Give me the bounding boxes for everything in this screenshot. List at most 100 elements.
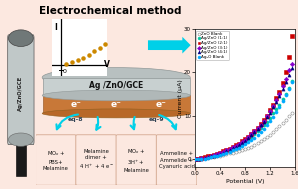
Ag/ZnO (1:1) (258, 127, 263, 130)
Ag/ZnO (1:1) (290, 80, 294, 83)
ZnO Blank (208, 156, 213, 159)
Ag/ZnO (3:1) (243, 138, 247, 141)
Ag/ZnO (1:1) (215, 153, 219, 156)
Ag₂O Blank (268, 120, 272, 123)
FancyBboxPatch shape (35, 135, 76, 185)
Ag/ZnO (3:1) (227, 148, 232, 151)
Ag/ZnO (3:1) (283, 77, 288, 80)
Ag₂O Blank (218, 153, 223, 156)
Text: e⁻: e⁻ (156, 100, 167, 109)
Ag/ZnO (1:1) (208, 155, 213, 158)
Ag/ZnO (4:1) (280, 87, 285, 90)
Ag/ZnO (1:1) (237, 144, 241, 147)
Ag₂O Blank (286, 87, 291, 90)
Ag/ZnO (1:1) (233, 146, 238, 149)
Ag/ZnO (4:1) (274, 100, 279, 103)
Ag₂O Blank (199, 158, 204, 161)
Text: MO$_x$ +
3H$^+$+
Melamine: MO$_x$ + 3H$^+$+ Melamine (123, 147, 149, 173)
Text: e⁻: e⁻ (71, 100, 81, 109)
Ag/ZnO (1:1) (261, 123, 266, 126)
Ag₂O Blank (274, 111, 279, 114)
Ag/ZnO (1:1) (283, 92, 288, 95)
Ag/ZnO (1:1) (196, 157, 201, 160)
Ellipse shape (42, 68, 190, 87)
Ag/ZnO (3:1) (290, 62, 294, 65)
ZnO Blank (246, 146, 251, 149)
Ag/ZnO (3:1) (221, 150, 226, 153)
Ag/ZnO (4:1) (199, 157, 204, 160)
Ag/ZnO (2:1) (196, 157, 201, 160)
Ellipse shape (8, 133, 33, 146)
Ag/ZnO (1:1) (280, 98, 285, 101)
Ag/ZnO (3:1) (249, 133, 254, 136)
Ag₂O Blank (277, 105, 282, 108)
Text: Ag /ZnO/GCE: Ag /ZnO/GCE (89, 81, 143, 90)
ZnO Blank (237, 149, 241, 152)
Ag₂O Blank (205, 156, 210, 159)
Text: eq-8: eq-8 (68, 118, 84, 122)
Ag₂O Blank (237, 146, 241, 149)
Ag/ZnO (2:1) (283, 71, 288, 74)
Ag/ZnO (4:1) (196, 157, 201, 160)
Ag₂O Blank (261, 127, 266, 130)
Ag/ZnO (2:1) (265, 114, 269, 117)
ZnO Blank (268, 133, 272, 136)
ZnO Blank (215, 155, 219, 158)
Ag₂O Blank (196, 157, 201, 160)
Text: Ammeline +
Ammelide +
Cyanuric acid: Ammeline + Ammelide + Cyanuric acid (159, 151, 195, 169)
Ag/ZnO (3:1) (268, 110, 272, 113)
Ag/ZnO (4:1) (212, 154, 216, 157)
Text: e⁻: e⁻ (111, 100, 122, 109)
Ag₂O Blank (290, 80, 294, 83)
Legend: ZnO Blank, Ag/ZnO (1:1), Ag/ZnO (2:1), Ag/ZnO (3:1), Ag/ZnO (4:1), Ag₂O Blank: ZnO Blank, Ag/ZnO (1:1), Ag/ZnO (2:1), A… (196, 31, 229, 60)
Ag/ZnO (1:1) (221, 151, 226, 154)
Ag/ZnO (3:1) (212, 154, 216, 157)
Ag₂O Blank (271, 115, 276, 118)
ZnO Blank (202, 157, 207, 160)
Ag/ZnO (2:1) (243, 138, 247, 141)
Ag/ZnO (4:1) (202, 157, 207, 160)
Ag₂O Blank (208, 156, 213, 159)
Ag/ZnO (3:1) (215, 153, 219, 156)
Ag/ZnO (1:1) (252, 133, 257, 136)
Ag/ZnO (4:1) (230, 147, 235, 150)
Text: MO$_x$ +
PBS+
Melamine: MO$_x$ + PBS+ Melamine (43, 149, 69, 171)
Ag₂O Blank (249, 139, 254, 142)
Ag/ZnO (4:1) (290, 67, 294, 70)
Ag₂O Blank (283, 94, 288, 97)
Ellipse shape (8, 30, 33, 46)
ZnO Blank (230, 151, 235, 154)
Ag/ZnO (3:1) (193, 157, 198, 160)
Ag/ZnO (2:1) (277, 90, 282, 93)
Ag/ZnO (1:1) (246, 138, 251, 141)
Ag₂O Blank (227, 150, 232, 153)
Text: 0: 0 (62, 69, 66, 74)
FancyBboxPatch shape (116, 135, 157, 185)
ZnO Blank (224, 153, 229, 156)
Ag/ZnO (4:1) (261, 120, 266, 123)
Ag/ZnO (4:1) (218, 152, 223, 155)
ZnO Blank (271, 130, 276, 133)
Ag₂O Blank (202, 157, 207, 160)
Ag/ZnO (2:1) (212, 153, 216, 156)
Ag/ZnO (1:1) (224, 150, 229, 153)
Ag/ZnO (3:1) (246, 136, 251, 139)
Ag/ZnO (2:1) (202, 156, 207, 159)
Ag/ZnO (3:1) (208, 155, 213, 158)
Ag/ZnO (1:1) (202, 156, 207, 159)
Ag₂O Blank (221, 152, 226, 155)
Text: I: I (54, 23, 57, 33)
Ag/ZnO (2:1) (249, 132, 254, 136)
Ag/ZnO (2:1) (193, 157, 198, 160)
ZnO Blank (193, 157, 198, 160)
Ag/ZnO (4:1) (286, 73, 291, 76)
Ag/ZnO (2:1) (199, 156, 204, 159)
Ag/ZnO (1:1) (227, 149, 232, 152)
Ag/ZnO (4:1) (277, 94, 282, 97)
Ag/ZnO (2:1) (233, 144, 238, 147)
Ag/ZnO (1:1) (243, 140, 247, 143)
FancyBboxPatch shape (8, 35, 34, 145)
Ag/ZnO (4:1) (246, 136, 251, 139)
Ag/ZnO (3:1) (280, 85, 285, 88)
Ag/ZnO (3:1) (255, 127, 260, 130)
